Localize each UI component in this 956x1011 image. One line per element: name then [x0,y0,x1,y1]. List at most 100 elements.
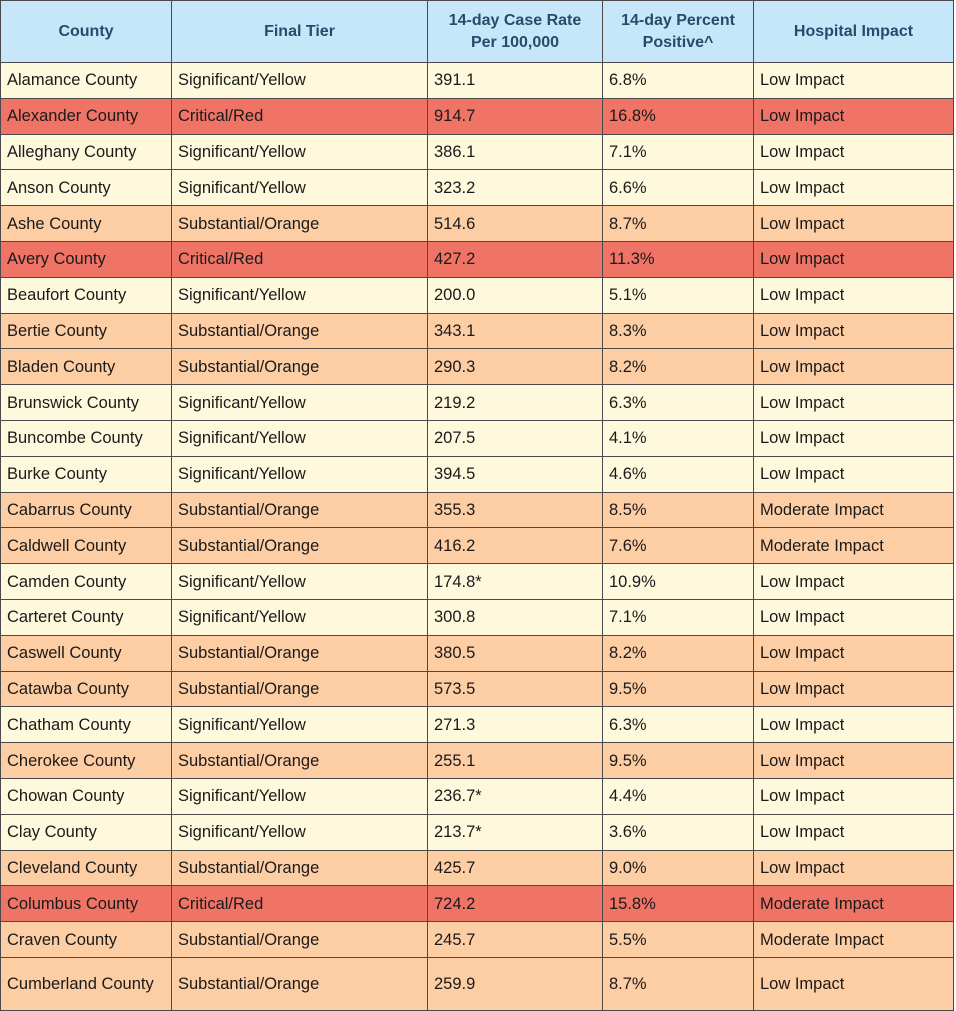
hospital-impact-cell: Low Impact [753,455,954,493]
county-cell: Alexander County [0,97,172,135]
case-rate-cell: 416.2 [427,527,603,565]
table-row: Chowan County Significant/Yellow 236.7* 4.4… [0,777,954,815]
percent-positive-cell: 6.3% [602,384,754,421]
case-rate-cell: 271.3 [427,706,603,744]
final-tier-cell: Significant/Yellow [171,384,428,421]
final-tier-cell: Significant/Yellow [171,169,428,207]
county-cell: Catawba County [0,670,172,708]
county-cell: Clay County [0,813,172,851]
table-row: Alleghany County Significant/Yellow 386.1 7… [0,133,954,171]
county-cell: Caswell County [0,634,172,672]
percent-positive-cell: 9.5% [602,670,754,708]
county-cell: Chowan County [0,777,172,815]
final-tier-cell: Significant/Yellow [171,455,428,493]
county-cell: Cherokee County [0,742,172,779]
final-tier-cell: Significant/Yellow [171,813,428,851]
hospital-impact-cell: Moderate Impact [753,491,954,529]
final-tier-cell: Significant/Yellow [171,62,428,99]
percent-positive-cell: 4.6% [602,455,754,493]
final-tier-cell: Substantial/Orange [171,634,428,672]
case-rate-cell: 514.6 [427,205,603,242]
county-cell: Cleveland County [0,849,172,887]
county-cell: Beaufort County [0,276,172,314]
case-rate-cell: 300.8 [427,598,603,636]
percent-positive-cell: 4.4% [602,777,754,815]
hospital-impact-cell: Low Impact [753,813,954,851]
final-tier-cell: Substantial/Orange [171,205,428,242]
column-header-percent-positive: 14-day Percent Positive^ [602,0,754,63]
final-tier-cell: Substantial/Orange [171,348,428,386]
table-row: Columbus County Critical/Red 724.2 15.8% Mod… [0,885,954,923]
hospital-impact-cell: Low Impact [753,849,954,887]
final-tier-cell: Critical/Red [171,97,428,135]
percent-positive-cell: 8.2% [602,634,754,672]
hospital-impact-cell: Low Impact [753,777,954,815]
county-cell: Bladen County [0,348,172,386]
hospital-impact-cell: Low Impact [753,634,954,672]
final-tier-cell: Significant/Yellow [171,777,428,815]
county-cell: Camden County [0,563,172,600]
case-rate-cell: 394.5 [427,455,603,493]
case-rate-cell: 343.1 [427,312,603,350]
table-row: Burke County Significant/Yellow 394.5 4.6% L… [0,455,954,493]
hospital-impact-cell: Low Impact [753,205,954,242]
table-row: Camden County Significant/Yellow 174.8* 10.… [0,563,954,600]
hospital-impact-cell: Low Impact [753,62,954,99]
final-tier-cell: Significant/Yellow [171,419,428,457]
final-tier-cell: Significant/Yellow [171,133,428,171]
table-row: Alexander County Critical/Red 914.7 16.8% Lo… [0,97,954,135]
percent-positive-cell: 7.6% [602,527,754,565]
hospital-impact-cell: Low Impact [753,240,954,278]
hospital-impact-cell: Low Impact [753,169,954,207]
case-rate-cell: 386.1 [427,133,603,171]
final-tier-cell: Substantial/Orange [171,312,428,350]
percent-positive-header-line1: 14-day Percent [621,11,735,29]
case-rate-cell: 245.7 [427,921,603,958]
table-row: Catawba County Substantial/Orange 573.5 9.5… [0,670,954,708]
final-tier-cell: Substantial/Orange [171,921,428,958]
case-rate-cell: 355.3 [427,491,603,529]
percent-positive-cell: 11.3% [602,240,754,278]
table-row: Clay County Significant/Yellow 213.7* 3.6% L… [0,813,954,851]
table-row: Ashe County Substantial/Orange 514.6 8.7% Lo… [0,205,954,242]
county-cell: Bertie County [0,312,172,350]
column-header-county: County [0,0,172,63]
table-row: Carteret County Significant/Yellow 300.8 7.… [0,598,954,636]
percent-positive-cell: 6.8% [602,62,754,99]
percent-positive-cell: 8.7% [602,205,754,242]
percent-positive-cell: 7.1% [602,598,754,636]
percent-positive-cell: 8.3% [602,312,754,350]
percent-positive-cell: 16.8% [602,97,754,135]
hospital-impact-cell: Low Impact [753,706,954,744]
final-tier-cell: Substantial/Orange [171,670,428,708]
table-row: Cumberland County Substantial/Orange 259.9… [0,956,954,1011]
percent-positive-cell: 6.6% [602,169,754,207]
case-rate-cell: 391.1 [427,62,603,99]
hospital-impact-cell: Low Impact [753,956,954,1011]
table-row: Alamance County Significant/Yellow 391.1 6.… [0,62,954,99]
county-cell: Anson County [0,169,172,207]
percent-positive-cell: 4.1% [602,419,754,457]
percent-positive-cell: 9.0% [602,849,754,887]
final-tier-cell: Critical/Red [171,885,428,923]
table-row: Craven County Substantial/Orange 245.7 5.5%… [0,921,954,958]
county-cell: Alleghany County [0,133,172,171]
case-rate-cell: 380.5 [427,634,603,672]
table-row: Avery County Critical/Red 427.2 11.3% Low Im… [0,240,954,278]
county-cell: Burke County [0,455,172,493]
final-tier-cell: Substantial/Orange [171,742,428,779]
hospital-impact-cell: Low Impact [753,563,954,600]
county-cell: Cabarrus County [0,491,172,529]
case-rate-cell: 207.5 [427,419,603,457]
county-cell: Ashe County [0,205,172,242]
final-tier-cell: Substantial/Orange [171,527,428,565]
table-row: Caswell County Substantial/Orange 380.5 8.2… [0,634,954,672]
hospital-impact-cell: Low Impact [753,97,954,135]
hospital-impact-cell: Low Impact [753,348,954,386]
final-tier-cell: Significant/Yellow [171,563,428,600]
county-cell: Columbus County [0,885,172,923]
hospital-impact-cell: Low Impact [753,670,954,708]
percent-positive-cell: 7.1% [602,133,754,171]
county-cell: Carteret County [0,598,172,636]
